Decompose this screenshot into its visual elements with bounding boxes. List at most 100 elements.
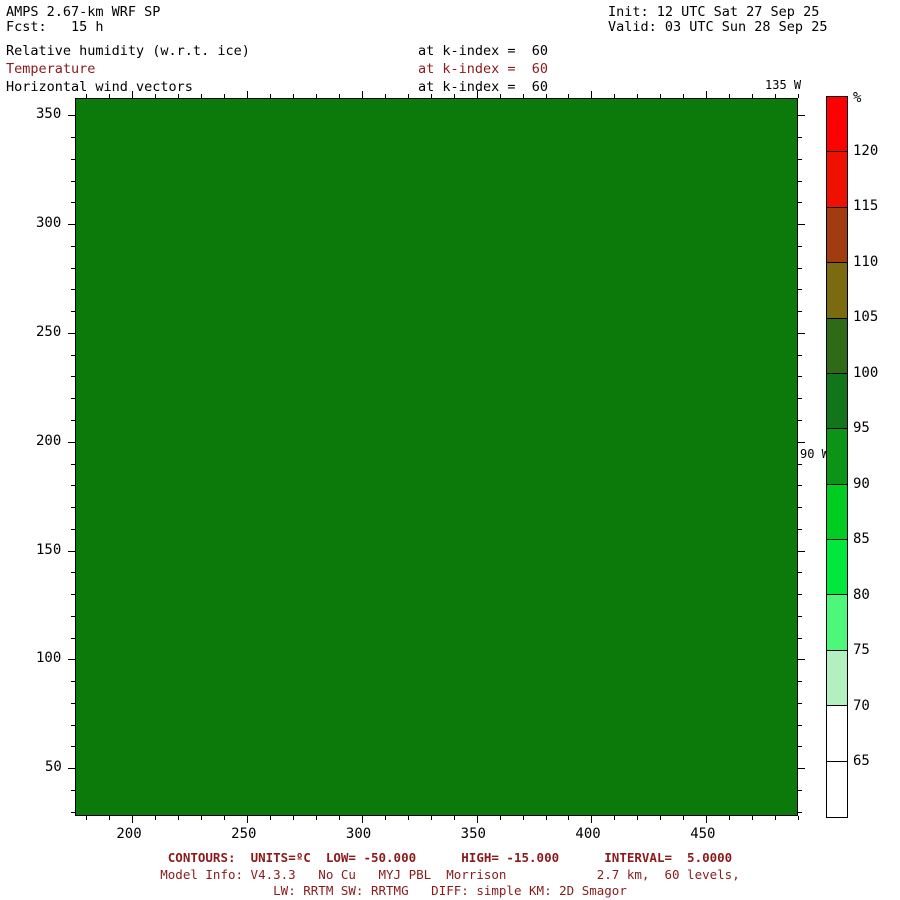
- axis-tick: [660, 816, 662, 820]
- axis-tick: [798, 702, 802, 704]
- axis-tick: [591, 91, 593, 98]
- axis-tick: [68, 659, 75, 661]
- colorbar-band: [827, 263, 847, 319]
- y-axis-tick-label: 100: [36, 650, 62, 667]
- colorbar-tick: 100: [853, 364, 879, 381]
- axis-tick: [798, 681, 802, 683]
- axis-tick: [155, 816, 157, 820]
- axis-tick: [798, 420, 802, 421]
- colorbar-tick: 115: [853, 198, 879, 215]
- axis-tick: [545, 816, 547, 820]
- header-valid-time: Valid: 03 UTC Sun 28 Sep 25: [608, 19, 828, 35]
- axis-tick: [798, 550, 805, 552]
- y-axis-tick-label: 300: [36, 215, 62, 232]
- header-rh-label: Relative humidity (w.r.t. ice): [6, 43, 250, 59]
- axis-tick: [270, 94, 272, 98]
- axis-tick: [430, 816, 432, 820]
- header-wind-kindex: at k-index = 60: [418, 79, 549, 95]
- axis-tick: [798, 376, 802, 378]
- axis-tick: [316, 816, 317, 820]
- axis-tick: [775, 816, 777, 820]
- axis-tick: [798, 267, 802, 269]
- axis-tick: [71, 811, 75, 813]
- axis-tick: [798, 746, 802, 748]
- axis-tick: [798, 202, 802, 204]
- colorbar-band: [827, 152, 847, 208]
- axis-tick: [798, 724, 802, 726]
- axis-tick: [798, 332, 805, 334]
- axis-tick: [522, 94, 524, 98]
- colorbar-tick: 65: [853, 753, 870, 770]
- axis-tick: [430, 94, 432, 98]
- colorbar-band: [827, 97, 847, 153]
- colorbar-band: [827, 540, 847, 596]
- axis-tick: [798, 637, 802, 639]
- header-temperature-kindex: at k-index = 60: [418, 61, 549, 77]
- axis-tick: [545, 94, 547, 98]
- axis-tick: [71, 594, 75, 596]
- axis-tick: [68, 768, 75, 770]
- axis-tick: [798, 811, 802, 813]
- colorbar-tick: 75: [853, 642, 870, 659]
- axis-tick: [68, 115, 75, 117]
- axis-tick: [798, 789, 802, 791]
- axis-tick: [86, 94, 88, 98]
- header-temperature-label: Temperature: [6, 61, 96, 77]
- axis-tick: [71, 158, 75, 160]
- axis-tick: [683, 816, 685, 820]
- axis-tick: [798, 354, 802, 356]
- axis-tick: [614, 816, 616, 820]
- y-axis-tick-label: 250: [36, 323, 62, 340]
- axis-tick: [132, 816, 134, 823]
- axis-tick: [476, 816, 478, 823]
- x-axis-tick-label: 350: [460, 826, 486, 842]
- colorbar-band: [827, 429, 847, 485]
- axis-tick: [407, 94, 409, 98]
- axis-tick: [798, 816, 799, 820]
- axis-tick: [270, 816, 272, 820]
- axis-tick: [384, 816, 386, 820]
- axis-tick: [201, 816, 203, 820]
- axis-tick: [453, 816, 455, 820]
- axis-tick: [384, 94, 386, 98]
- map-plot-area[interactable]: [75, 98, 798, 816]
- axis-tick: [798, 615, 802, 617]
- axis-tick: [109, 816, 111, 820]
- axis-tick: [522, 816, 524, 820]
- colorbar-tick: 105: [853, 309, 879, 326]
- y-axis-tick-label: 150: [36, 541, 62, 558]
- axis-tick: [155, 94, 157, 98]
- header-init-time: Init: 12 UTC Sat 27 Sep 25: [608, 4, 820, 20]
- y-axis-tick-label: 200: [36, 432, 62, 449]
- footer-physics-line: LW: RRTM SW: RRTMG DIFF: simple KM: 2D S…: [273, 883, 627, 898]
- colorbar-band: [827, 318, 847, 374]
- footer-model-info-line: Model Info: V4.3.3 No Cu MYJ PBL Morriso…: [160, 867, 740, 882]
- header-rh-kindex: at k-index = 60: [418, 43, 549, 59]
- axis-tick: [798, 245, 802, 247]
- axis-tick: [683, 94, 685, 98]
- axis-tick: [71, 724, 75, 726]
- x-axis-tick-label: 250: [231, 826, 257, 842]
- axis-tick: [68, 550, 75, 552]
- header-wind-label: Horizontal wind vectors: [6, 79, 193, 95]
- axis-tick: [71, 180, 75, 182]
- axis-tick: [499, 816, 501, 820]
- colorbar-tick: 80: [853, 586, 870, 603]
- axis-tick: [798, 463, 802, 465]
- footer-contours-line: CONTOURS: UNITS=ºC LOW= -50.000 HIGH= -1…: [167, 850, 733, 865]
- colorbar-tick: 110: [853, 253, 879, 270]
- axis-tick: [109, 94, 111, 98]
- axis-tick: [798, 528, 802, 530]
- axis-tick: [247, 91, 249, 98]
- axis-tick: [706, 816, 708, 823]
- axis-tick: [637, 94, 639, 98]
- axis-tick: [361, 91, 363, 98]
- meridian-label: 90 W: [800, 447, 829, 461]
- axis-tick: [798, 594, 802, 596]
- axis-tick: [476, 91, 478, 98]
- colorbar[interactable]: [826, 96, 848, 818]
- axis-tick: [71, 615, 75, 617]
- axis-tick: [178, 94, 180, 98]
- axis-tick: [293, 816, 295, 820]
- axis-tick: [798, 572, 802, 574]
